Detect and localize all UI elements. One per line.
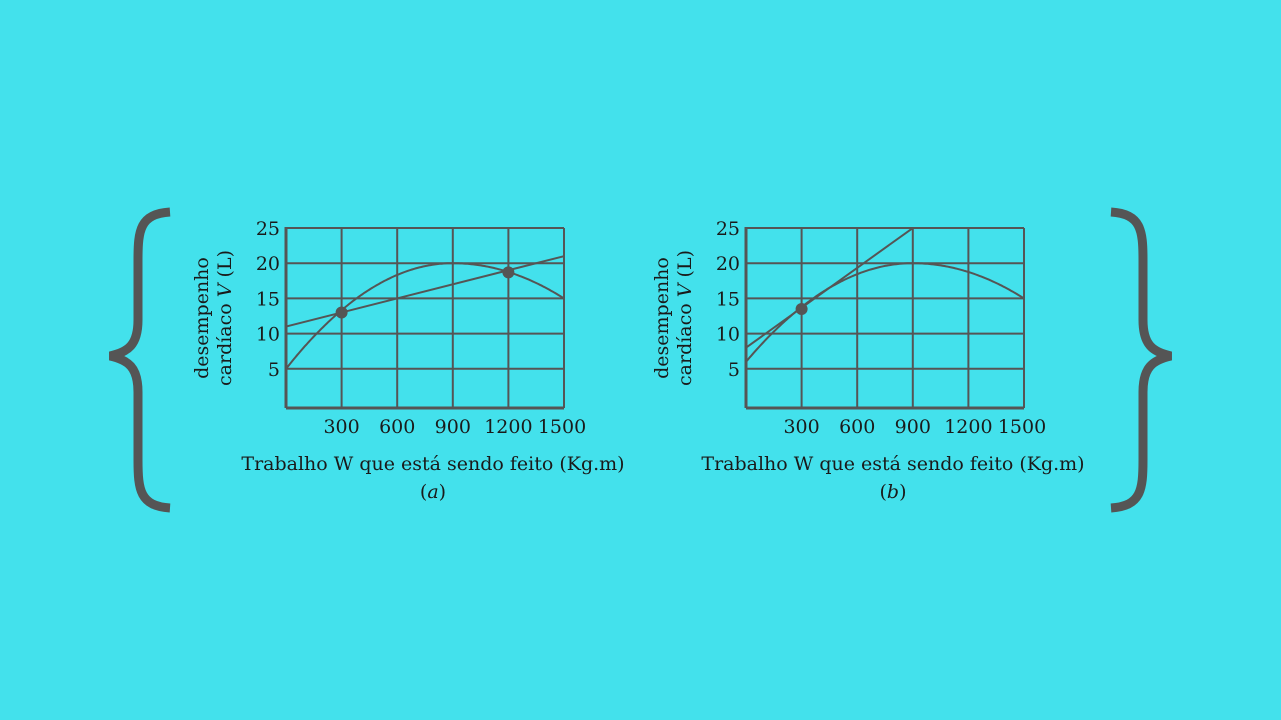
y-label-line1: desempenho — [191, 257, 213, 379]
x-tick-label: 1500 — [998, 416, 1046, 438]
y-label-line1: desempenho — [651, 257, 673, 379]
y-label-unit: (L) — [214, 250, 236, 283]
x-tick-label: 900 — [895, 416, 931, 438]
chart-a: 5 10 15 20 25 300 600 900 1200 1500 desempenhocard… — [191, 218, 625, 503]
panel-letter: a — [427, 481, 438, 503]
x-tick-label: 300 — [323, 416, 359, 438]
right-brace — [1110, 207, 1173, 513]
x-tick-label: 300 — [783, 416, 819, 438]
paren-open: ( — [879, 481, 886, 503]
y-tick-label: 10 — [716, 324, 740, 346]
y-label-line2: cardíaco — [214, 297, 236, 386]
panel-label: (a) — [420, 481, 446, 503]
y-label-unit: (L) — [674, 250, 696, 283]
x-tick-label: 600 — [839, 416, 875, 438]
x-tick-label: 1200 — [944, 416, 992, 438]
x-tick-label: 900 — [435, 416, 471, 438]
x-tick-label: 1500 — [538, 416, 586, 438]
series-curve — [745, 262, 1025, 363]
paren-open: ( — [420, 481, 427, 503]
y-label-var: V — [214, 281, 236, 297]
data-point — [335, 306, 348, 319]
paren-close: ) — [899, 481, 906, 503]
x-axis-label: Trabalho W que está sendo feito (Kg.m) — [241, 453, 624, 475]
y-tick-label: 25 — [716, 218, 740, 240]
data-point — [502, 266, 515, 279]
y-axis-label: desempenhocardíaco V (L) — [191, 250, 236, 386]
y-tick-label: 25 — [256, 218, 280, 240]
series-line — [285, 255, 565, 328]
y-tick-label: 15 — [256, 288, 280, 310]
y-tick-label: 5 — [728, 359, 740, 381]
y-tick-label: 15 — [716, 288, 740, 310]
y-tick-label: 10 — [256, 324, 280, 346]
left-brace — [108, 207, 171, 513]
series-curve — [285, 262, 565, 370]
y-tick-label: 20 — [256, 253, 280, 275]
paren-close: ) — [439, 481, 446, 503]
y-tick-label: 20 — [716, 253, 740, 275]
y-tick-label: 5 — [268, 359, 280, 381]
y-label-line2: cardíaco — [674, 297, 696, 386]
x-axis-label: Trabalho W que está sendo feito (Kg.m) — [701, 453, 1084, 475]
x-tick-label: 1200 — [484, 416, 532, 438]
panel-label: (b) — [879, 481, 906, 503]
chart-b: 5 10 15 20 25 300 600 900 1200 1500 desempenhocard… — [651, 218, 1085, 503]
y-axis-label: desempenhocardíaco V (L) — [651, 250, 696, 386]
series-line — [745, 227, 914, 349]
x-tick-label: 600 — [379, 416, 415, 438]
panel-letter: b — [887, 481, 899, 503]
data-point — [795, 302, 808, 315]
y-label-var: V — [674, 281, 696, 297]
